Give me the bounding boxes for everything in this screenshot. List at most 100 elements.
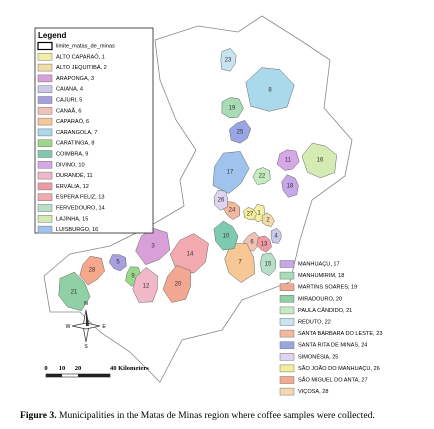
municipality-number: 11 bbox=[285, 158, 292, 164]
municipality-number: 17 bbox=[227, 170, 234, 176]
municipality bbox=[162, 265, 191, 303]
municipality-number: 14 bbox=[187, 252, 194, 258]
municipality bbox=[243, 207, 257, 220]
legend-swatch bbox=[37, 193, 53, 201]
legend-swatch bbox=[279, 283, 295, 291]
municipality-number: 7 bbox=[238, 260, 242, 266]
legend-label: ARAPONGA, 3 bbox=[56, 76, 94, 82]
legend-label: ALTO CAPARAÓ, 1 bbox=[56, 53, 105, 60]
municipality bbox=[261, 212, 275, 227]
map: 1234567891011121314151617181920212223242… bbox=[43, 15, 353, 383]
legend-label: REDUTO, 22 bbox=[298, 319, 331, 325]
legend-swatch bbox=[279, 271, 295, 280]
legend-label: LUISBURGO, 16 bbox=[56, 227, 98, 233]
compass-n: N bbox=[84, 301, 88, 307]
municipality bbox=[79, 255, 105, 286]
municipality-number: 1 bbox=[257, 211, 261, 217]
municipality-number: 21 bbox=[71, 290, 78, 296]
municipality bbox=[301, 142, 337, 179]
municipality bbox=[220, 48, 237, 72]
municipality-number: 16 bbox=[317, 158, 324, 164]
scale-label: 40 Kilometers bbox=[110, 365, 149, 372]
scale-label: 20 bbox=[75, 365, 82, 372]
legend-label: CAJURI, 5 bbox=[56, 97, 82, 103]
legend-swatch bbox=[37, 85, 53, 93]
legend-label: ALTO JEQUITIBÁ, 2 bbox=[56, 64, 107, 71]
municipality bbox=[259, 252, 277, 277]
municipality-number: 22 bbox=[259, 174, 266, 180]
legend-swatch bbox=[279, 376, 295, 384]
municipality-number: 4 bbox=[274, 234, 278, 240]
legend-label: CARATINGA, 8 bbox=[56, 141, 94, 147]
municipality bbox=[276, 149, 300, 171]
caption-label: Figure 3. bbox=[20, 410, 57, 421]
legend-label: ERVÁLIA, 12 bbox=[56, 183, 89, 190]
scale-bar: 0 10 20 40 Kilometers bbox=[44, 365, 149, 378]
municipality-number: 8 bbox=[268, 88, 272, 94]
municipality-number: 27 bbox=[247, 212, 254, 218]
legend-swatch bbox=[37, 171, 53, 180]
legend-label: SANTA RITA DE MINAS, 24 bbox=[298, 343, 367, 349]
municipality-number: 23 bbox=[225, 58, 232, 64]
legend-swatch bbox=[37, 96, 53, 104]
compass-fill bbox=[86, 310, 89, 326]
legend-swatch bbox=[37, 107, 53, 115]
legend-label: FERVEDOURO, 14 bbox=[56, 205, 105, 211]
legend-swatch bbox=[37, 204, 53, 212]
legend-title: Legend bbox=[38, 31, 67, 40]
municipality-number: 9 bbox=[131, 274, 135, 280]
municipality bbox=[256, 235, 272, 253]
legend-label: CAPARAÓ, 6 bbox=[56, 118, 89, 125]
legend-label: MIRADOURO, 20 bbox=[298, 296, 342, 302]
caption: Figure 3. Municipalities in the Matas de… bbox=[20, 410, 375, 421]
legend-swatch bbox=[37, 128, 53, 137]
legend-right: MANHUAÇU, 17 MANHUMIRIM, 18 MARTINS SOARES… bbox=[279, 260, 382, 396]
municipality-number: 24 bbox=[229, 208, 236, 214]
municipality bbox=[132, 267, 158, 303]
scale-label: 0 bbox=[44, 365, 47, 372]
municipality bbox=[270, 227, 282, 244]
municipality bbox=[224, 243, 255, 283]
legend-swatch bbox=[37, 215, 53, 223]
municipality-number: 13 bbox=[261, 242, 268, 248]
legend-swatch bbox=[37, 74, 53, 83]
legend-label: MANHUAÇU, 17 bbox=[298, 261, 340, 267]
municipality bbox=[135, 227, 171, 266]
legend-swatch bbox=[279, 387, 295, 396]
legend-label: LAJINHA, 15 bbox=[56, 216, 88, 222]
legend: Legend limite_matas_de_minas ALTO CAPARAÓ… bbox=[34, 27, 154, 234]
municipality-number: 2 bbox=[266, 218, 270, 224]
municipality-number: 25 bbox=[237, 130, 244, 136]
municipality-number: 10 bbox=[223, 234, 230, 240]
municipality-number: 20 bbox=[175, 282, 182, 288]
legend-label: VIÇOSA, 28 bbox=[298, 389, 328, 395]
legend-label: MARTINS SOARES, 19 bbox=[298, 285, 357, 291]
municipality-number: 28 bbox=[89, 268, 96, 274]
municipality bbox=[252, 167, 271, 185]
municipality-number: 5 bbox=[116, 260, 120, 266]
legend-swatch bbox=[37, 117, 53, 126]
legend-swatch bbox=[37, 182, 53, 191]
municipality-number: 12 bbox=[143, 284, 150, 290]
scale-bar-seg bbox=[78, 374, 110, 377]
scale-label: 10 bbox=[59, 365, 66, 372]
caption-text: Municipalities in the Matas de Minas reg… bbox=[57, 410, 375, 421]
legend-swatch bbox=[37, 225, 53, 234]
legend-swatch bbox=[279, 260, 295, 268]
legend-label: limite_matas_de_minas bbox=[56, 43, 115, 49]
legend-label: ESPERA FELIZ, 13 bbox=[56, 195, 105, 201]
legend-swatch bbox=[37, 41, 53, 51]
scale-bar-seg bbox=[46, 374, 62, 377]
legend-swatch bbox=[37, 150, 53, 158]
municipality bbox=[58, 271, 91, 312]
legend-label: CANAÃ, 6 bbox=[56, 107, 82, 114]
compass: N S E W bbox=[66, 301, 107, 350]
legend-swatch bbox=[279, 353, 295, 361]
municipality-number: 18 bbox=[287, 184, 294, 190]
compass-w: W bbox=[66, 324, 71, 330]
legend-label: PAULA CÂNDIDO, 21 bbox=[298, 307, 352, 314]
municipality-number: 6 bbox=[250, 240, 254, 246]
legend-swatch bbox=[279, 295, 295, 303]
legend-swatch bbox=[279, 329, 295, 338]
legend-swatch bbox=[37, 53, 53, 61]
